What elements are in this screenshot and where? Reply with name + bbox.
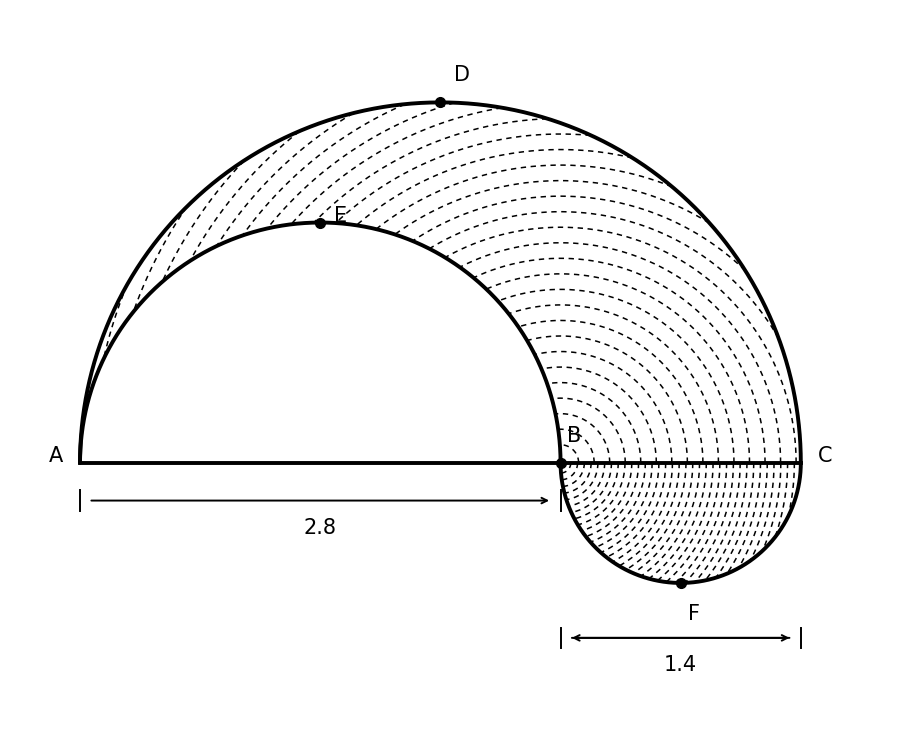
Text: C: C <box>818 446 832 466</box>
Text: E: E <box>334 206 348 225</box>
Text: 1.4: 1.4 <box>665 655 697 675</box>
Text: D: D <box>454 66 471 85</box>
Text: B: B <box>568 426 582 446</box>
Text: F: F <box>688 603 700 624</box>
Text: A: A <box>48 446 63 466</box>
Text: 2.8: 2.8 <box>304 518 337 538</box>
